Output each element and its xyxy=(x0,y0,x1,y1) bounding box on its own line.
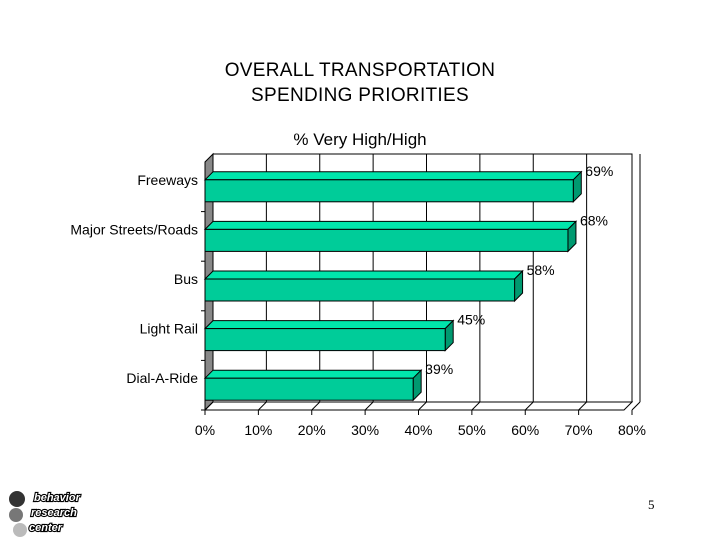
gridline-floor xyxy=(418,401,427,411)
gridline-floor xyxy=(631,401,641,411)
x-tick-label: 0% xyxy=(195,422,215,438)
chart-subtitle: % Very High/High xyxy=(293,130,427,149)
y-category-label: Bus xyxy=(174,271,198,287)
x-tick-label: 30% xyxy=(351,422,379,438)
x-tick-label: 70% xyxy=(565,422,593,438)
gridline-floor xyxy=(578,401,587,411)
y-category-label: Freeways xyxy=(137,172,198,188)
bar xyxy=(204,377,414,401)
page-number: 5 xyxy=(648,497,655,512)
gridline-floor xyxy=(258,401,267,411)
bar xyxy=(204,278,516,302)
gridline-floor xyxy=(471,401,481,411)
logo-text-3: center xyxy=(29,522,63,534)
bar-top xyxy=(203,320,455,330)
x-tick-label: 80% xyxy=(618,422,646,438)
bar-top xyxy=(203,171,583,181)
x-tick-label: 20% xyxy=(298,422,326,438)
floor xyxy=(203,401,634,411)
bar xyxy=(204,179,574,203)
bar-top xyxy=(203,270,524,280)
x-tick-label: 40% xyxy=(404,422,432,438)
title-line-2: SPENDING PRIORITIES xyxy=(251,85,469,106)
gridline-floor xyxy=(524,401,534,411)
behavior-research-center-logo: behavior research center xyxy=(9,491,82,537)
y-category-label: Light Rail xyxy=(140,321,198,337)
x-tick-label: 50% xyxy=(458,422,486,438)
data-label: 69% xyxy=(585,163,613,179)
bar-top xyxy=(203,369,423,379)
data-label: 68% xyxy=(580,212,608,228)
gridline-floor xyxy=(311,401,321,411)
logo-text-1: behavior xyxy=(34,492,81,504)
bar xyxy=(204,228,569,252)
gridline-floor xyxy=(204,401,214,411)
data-label: 39% xyxy=(425,361,453,377)
x-tick-label: 60% xyxy=(511,422,539,438)
title-line-1: OVERALL TRANSPORTATION xyxy=(224,60,496,81)
data-label: 58% xyxy=(527,262,555,278)
gridline-floor xyxy=(364,401,374,411)
y-category-label: Major Streets/Roads xyxy=(70,221,198,237)
bar xyxy=(204,328,446,352)
chart-title: OVERALL TRANSPORTATION SPENDING PRIORITI… xyxy=(0,58,720,108)
data-label: 45% xyxy=(457,312,485,328)
y-category-label: Dial-A-Ride xyxy=(126,370,198,386)
x-tick-label: 10% xyxy=(244,422,272,438)
logo-text-2: research xyxy=(31,507,77,519)
bar-top xyxy=(203,220,578,230)
